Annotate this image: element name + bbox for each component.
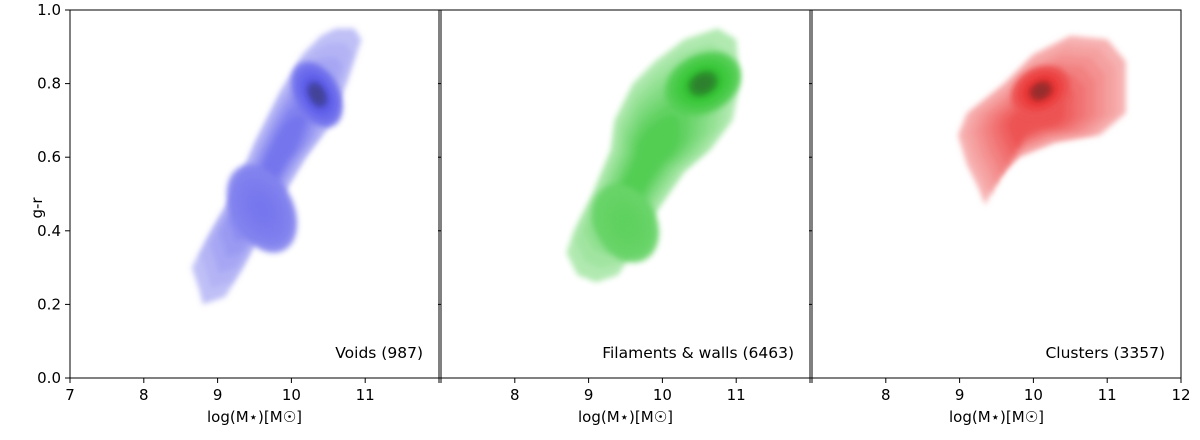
x-axis-label: log(M⋆)[M☉] [949, 408, 1044, 426]
x-tick-label: 8 [139, 386, 149, 404]
x-tick-label: 10 [282, 386, 301, 404]
panel-2: 8 9 10 11 log(M⋆)[M☉] Filaments & walls (6463… [438, 9, 811, 426]
x-tick-label: 9 [955, 386, 965, 404]
x-tick-label: 12 [1171, 386, 1190, 404]
x-tick-label: 10 [1024, 386, 1043, 404]
density-peak [617, 213, 634, 234]
y-tick-label: 1.0 [37, 1, 61, 19]
density-contours [958, 35, 1126, 205]
density-peak [693, 75, 713, 92]
panel-label: Voids (987) [335, 344, 423, 362]
density-contours [191, 28, 362, 305]
x-tick-label: 8 [510, 386, 520, 404]
x-tick-label: 11 [1098, 386, 1117, 404]
panel-label: Clusters (3357) [1045, 344, 1165, 362]
y-tick-label: 0.4 [37, 222, 61, 240]
x-axis-label: log(M⋆)[M☉] [578, 408, 673, 426]
x-tick-label: 9 [213, 386, 223, 404]
density-contours [566, 28, 741, 283]
panels: 7 8 9 10 11 0.0 0.2 0.4 0.6 0.8 1.0 log(M⋆)[M☉] Void… [37, 1, 1190, 426]
x-tick-label: 7 [65, 386, 75, 404]
y-tick-label: 0.8 [37, 75, 61, 93]
panel-3: 8 9 10 11 12 log(M⋆)[M☉] Clusters (3357) [809, 9, 1191, 426]
y-tick-label: 0.0 [37, 369, 61, 387]
panel-label: Filaments & walls (6463) [602, 344, 794, 362]
axes-frame [811, 9, 1182, 379]
x-axis-label: log(M⋆)[M☉] [207, 408, 302, 426]
y-axis-label: g-r [28, 197, 46, 219]
x-tick-label: 11 [727, 386, 746, 404]
panel-1: 7 8 9 10 11 0.0 0.2 0.4 0.6 0.8 1.0 log(M⋆)[M☉] Void… [37, 1, 440, 426]
axes-frame [69, 9, 440, 379]
x-tick-label: 10 [653, 386, 672, 404]
y-tick-label: 0.2 [37, 295, 61, 313]
density-peak [253, 197, 271, 220]
x-tick-label: 11 [356, 386, 375, 404]
density-peak [310, 86, 324, 103]
x-tick-label: 8 [881, 386, 891, 404]
axes-frame [440, 9, 811, 379]
y-tick-label: 0.6 [37, 148, 61, 166]
density-peak [1033, 84, 1049, 98]
density-level [621, 114, 681, 201]
x-tick-label: 9 [584, 386, 594, 404]
